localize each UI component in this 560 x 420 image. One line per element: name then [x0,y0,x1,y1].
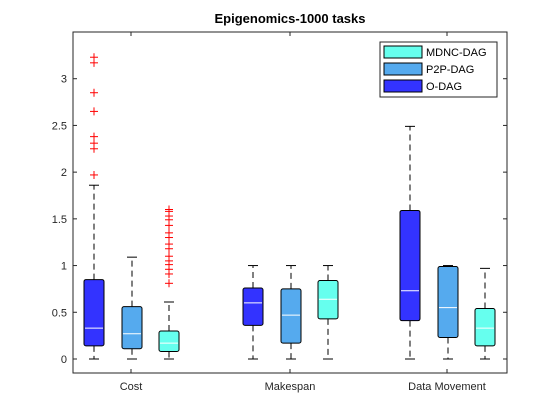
outlier [165,279,173,288]
outlier [165,205,173,214]
box-o-dag-makespan [242,265,264,360]
legend: MDNC-DAG P2P-DAG O-DAG [379,41,498,98]
y-tick-label: 1 [61,261,67,273]
chart-title: Epigenomics-1000 tasks [214,11,365,26]
legend-swatch [383,45,423,59]
box [437,265,459,338]
legend-label: P2P-DAG [426,64,474,76]
outlier [90,88,98,97]
x-tick-label: Cost [120,381,143,393]
y-tick-label: 1.5 [52,214,67,226]
box-mdnc-dag-cost [158,205,180,360]
plot-area: 0 0.5 1 1.5 2 2.5 3 Cost Makespan Data Movement [52,32,507,393]
box [242,287,264,326]
box [158,330,180,353]
box-p2p-dag-makespan [280,265,302,360]
y-tick-label: 2 [61,167,67,179]
legend-swatch [383,79,423,93]
legend-swatch [383,62,423,76]
y-tick-label: 0 [61,354,67,366]
box [399,209,421,322]
box-p2p-dag-cost [121,256,143,360]
box [280,288,302,344]
box-p2p-dag-data-movement [437,265,459,360]
box [121,306,143,350]
box-mdnc-dag-data-movement [474,267,496,360]
x-tick-label: Makespan [265,381,316,393]
box-mdnc-dag-makespan [317,265,339,360]
legend-label: O-DAG [426,81,462,93]
box-o-dag-data-movement [399,125,421,360]
y-tick-label: 2.5 [52,120,67,132]
outlier [90,107,98,116]
y-tick-label: 0.5 [52,307,67,319]
outlier [165,228,173,237]
box [83,279,105,347]
outlier [90,170,98,179]
legend-label: MDNC-DAG [426,47,487,59]
outlier [90,132,98,141]
axes-frame [72,31,508,374]
box [474,308,496,347]
box-o-dag-cost [83,53,105,360]
y-tick-label: 3 [61,74,67,86]
x-tick-label: Data Movement [408,381,486,393]
outlier [90,53,98,62]
outlier [165,252,173,261]
